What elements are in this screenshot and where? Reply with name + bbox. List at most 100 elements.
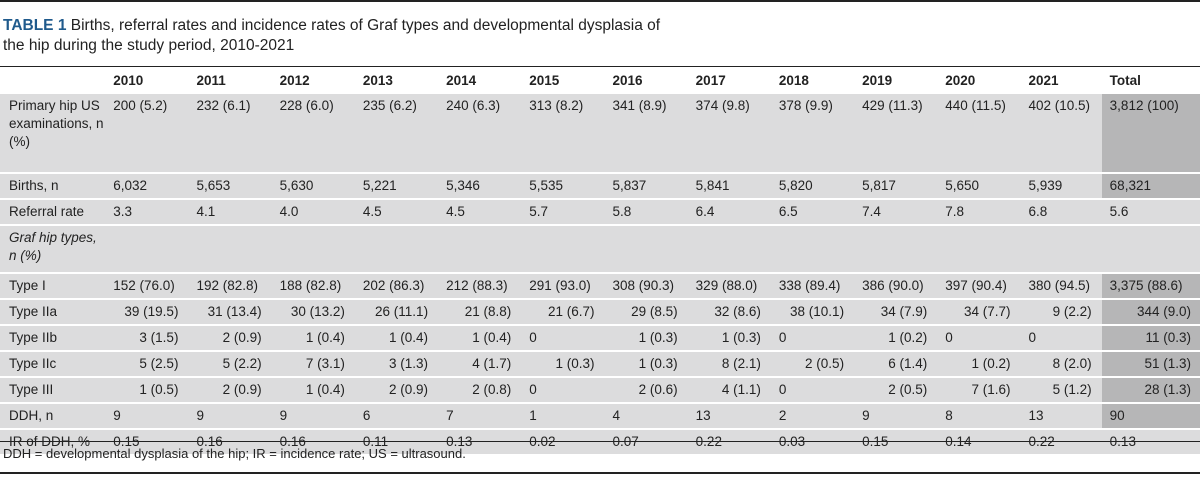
cell [354,224,439,272]
cell: 2 (0.9) [354,376,439,402]
header-year: 2014 [446,73,477,88]
cell: 6.4 [687,198,771,224]
header-blank [0,68,105,94]
cell [438,224,522,272]
row-label: DDH, n [0,402,106,428]
cell: 1 (0.2) [937,350,1021,376]
cell: 31 (13.4) [188,298,272,324]
cell: 2 [770,402,855,428]
total-cell: 344 (9.0) [1101,298,1200,324]
table-row-graf-header: Graf hip types, n (%) [0,224,1200,272]
cell: 21 (6.7) [521,298,605,324]
header-year: 2015 [529,73,560,88]
cell: 5,841 [687,172,771,198]
cell: 5,817 [854,172,938,198]
cell: 212 (88.3) [438,272,522,298]
cell: 4 (1.1) [687,376,771,402]
table-row-births: Births, n 6,032 5,653 5,630 5,221 5,346 … [0,172,1200,198]
cell: 5,221 [354,172,439,198]
cell: 29 (8.5) [604,298,688,324]
row-label: Type IIc [0,350,106,376]
cell: 2 (0.6) [604,376,688,402]
caption-text: Births, referral rates and incidence rat… [3,17,661,54]
section-label: Graf hip types, n (%) [0,224,106,272]
cell: 3.3 [105,198,189,224]
cell [271,224,355,272]
bottom-rule [0,472,1200,474]
cell [687,224,771,272]
cell: 338 (89.4) [770,272,855,298]
cell: 7 (3.1) [271,350,355,376]
cell: 1 (0.2) [854,324,938,350]
cell: 6,032 [105,172,189,198]
cell: 0 [1020,324,1102,350]
cell: 1 (0.5) [105,376,189,402]
total-cell: 11 (0.3) [1101,324,1200,350]
cell: 5,939 [1020,172,1102,198]
total-cell: 68,321 [1101,172,1200,198]
cell: 13 [1020,402,1102,428]
cell: 200 (5.2) [105,94,189,172]
cell: 8 (2.0) [1020,350,1102,376]
header-year: 2017 [695,73,726,88]
cell: 4.5 [438,198,522,224]
total-cell: 5.6 [1101,198,1200,224]
total-cell: 28 (1.3) [1101,376,1200,402]
cell: 240 (6.3) [438,94,522,172]
cell: 0 [521,324,605,350]
cell: 4.5 [354,198,439,224]
cell [188,224,272,272]
cell: 2 (0.5) [854,376,938,402]
cell: 0 [521,376,605,402]
header-row: 2010 2011 2012 2013 2014 2015 2016 2017 … [0,68,1200,94]
row-label: Births, n [0,172,106,198]
cell: 2 (0.9) [188,376,272,402]
header-year: 2021 [1028,73,1059,88]
cell: 21 (8.8) [438,298,522,324]
cell [770,224,855,272]
cell: 188 (82.8) [271,272,355,298]
cell: 380 (94.5) [1020,272,1102,298]
total-cell: 90 [1101,402,1200,428]
cell [521,224,605,272]
cell: 397 (90.4) [937,272,1021,298]
cell [604,224,688,272]
cell: 5,837 [604,172,688,198]
table-footnote: DDH = developmental dysplasia of the hip… [3,446,466,461]
cell: 1 [521,402,605,428]
header-year: 2011 [196,73,226,88]
cell: 26 (11.1) [354,298,439,324]
cell: 5,653 [188,172,272,198]
cell: 5 (1.2) [1020,376,1102,402]
row-label: Type IIb [0,324,106,350]
cell: 1 (0.3) [604,324,688,350]
cell [1020,224,1102,272]
cell: 5.8 [604,198,688,224]
cell: 3 (1.5) [105,324,189,350]
cell: 5,346 [438,172,522,198]
header-year: 2013 [362,73,393,88]
cell: 1 (0.4) [354,324,439,350]
cell: 374 (9.8) [687,94,771,172]
cell: 329 (88.0) [687,272,771,298]
cell: 9 [854,402,938,428]
cell: 5,650 [937,172,1021,198]
cell: 386 (90.0) [854,272,938,298]
table-row-type-1: Type I 152 (76.0) 192 (82.8) 188 (82.8) … [0,272,1200,298]
total-cell: 3,375 (88.6) [1101,272,1200,298]
cell: 9 [105,402,189,428]
cell: 9 (2.2) [1020,298,1102,324]
cell: 378 (9.9) [770,94,855,172]
table-row-type-2b: Type IIb 3 (1.5) 2 (0.9) 1 (0.4) 1 (0.4)… [0,324,1200,350]
cell: 308 (90.3) [604,272,688,298]
cell: 5 (2.5) [105,350,189,376]
cell: 2 (0.5) [770,350,855,376]
cell: 9 [188,402,272,428]
cell: 0 [770,376,855,402]
cell: 440 (11.5) [937,94,1021,172]
table-row-primary: Primary hip US examinations, n (%) 200 (… [0,94,1200,172]
cell: 5,535 [521,172,605,198]
total-cell: 51 (1.3) [1101,350,1200,376]
cell: 13 [687,402,771,428]
cell: 235 (6.2) [354,94,439,172]
